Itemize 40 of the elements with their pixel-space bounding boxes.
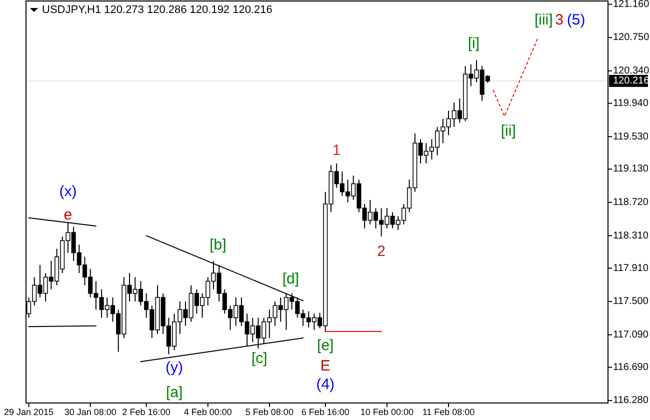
annotation: (x) [59,182,77,200]
annotation: 3 [555,11,564,28]
y-tick-label: 119.530 [613,131,649,142]
annotation: (y) [166,359,184,376]
annotation: [c] [251,350,268,368]
annotation: E [320,357,330,374]
y-tick-label: 117.090 [613,329,649,340]
annotation: [d] [282,270,300,288]
y-tick-label: 118.310 [613,230,649,242]
annotation: [e] [317,337,334,354]
annotation: [b] [210,236,226,254]
x-tick-label: 30 Jan 08:00 [64,407,116,417]
x-tick-label: 10 Feb 00:00 [360,407,414,417]
annotation: [a] [166,384,183,402]
y-tick-label: 119.130 [613,164,649,175]
y-tick-label: 118.720 [613,197,649,208]
annotation: [i] [468,35,480,52]
y-tick-label: 120.340 [613,65,650,76]
y-tick-label: 116.690 [613,362,649,373]
x-tick-label: 2 Feb 16:00 [122,407,170,417]
ref-line-label: 120.216 [613,76,650,87]
x-tick-label: 29 Jan 2015 [4,407,54,417]
y-tick-label: 117.500 [613,296,649,308]
annotation: [iii] [534,11,553,28]
annotation: (4) [316,376,335,394]
y-tick-label: 121.160 [613,0,650,10]
x-tick-label: 4 Feb 00:00 [184,407,232,417]
annotation: (5) [566,11,586,28]
annotation: 2 [377,242,386,260]
annotation: e [64,206,72,224]
x-tick-label: 11 Feb 08:00 [422,407,475,417]
annotation: 1 [332,142,341,160]
y-tick-label: 120.750 [613,32,650,44]
annotation: [ii] [500,122,516,140]
y-tick-label: 116.280 [613,395,649,406]
y-tick-label: 119.940 [613,98,649,109]
y-tick-label: 117.910 [613,262,649,274]
x-tick-label: 6 Feb 16:00 [301,407,350,417]
x-tick-label: 5 Feb 08:00 [245,407,294,417]
chart-title: USDJPY,H1 120.273 120.286 120.192 120.216 [42,4,272,16]
